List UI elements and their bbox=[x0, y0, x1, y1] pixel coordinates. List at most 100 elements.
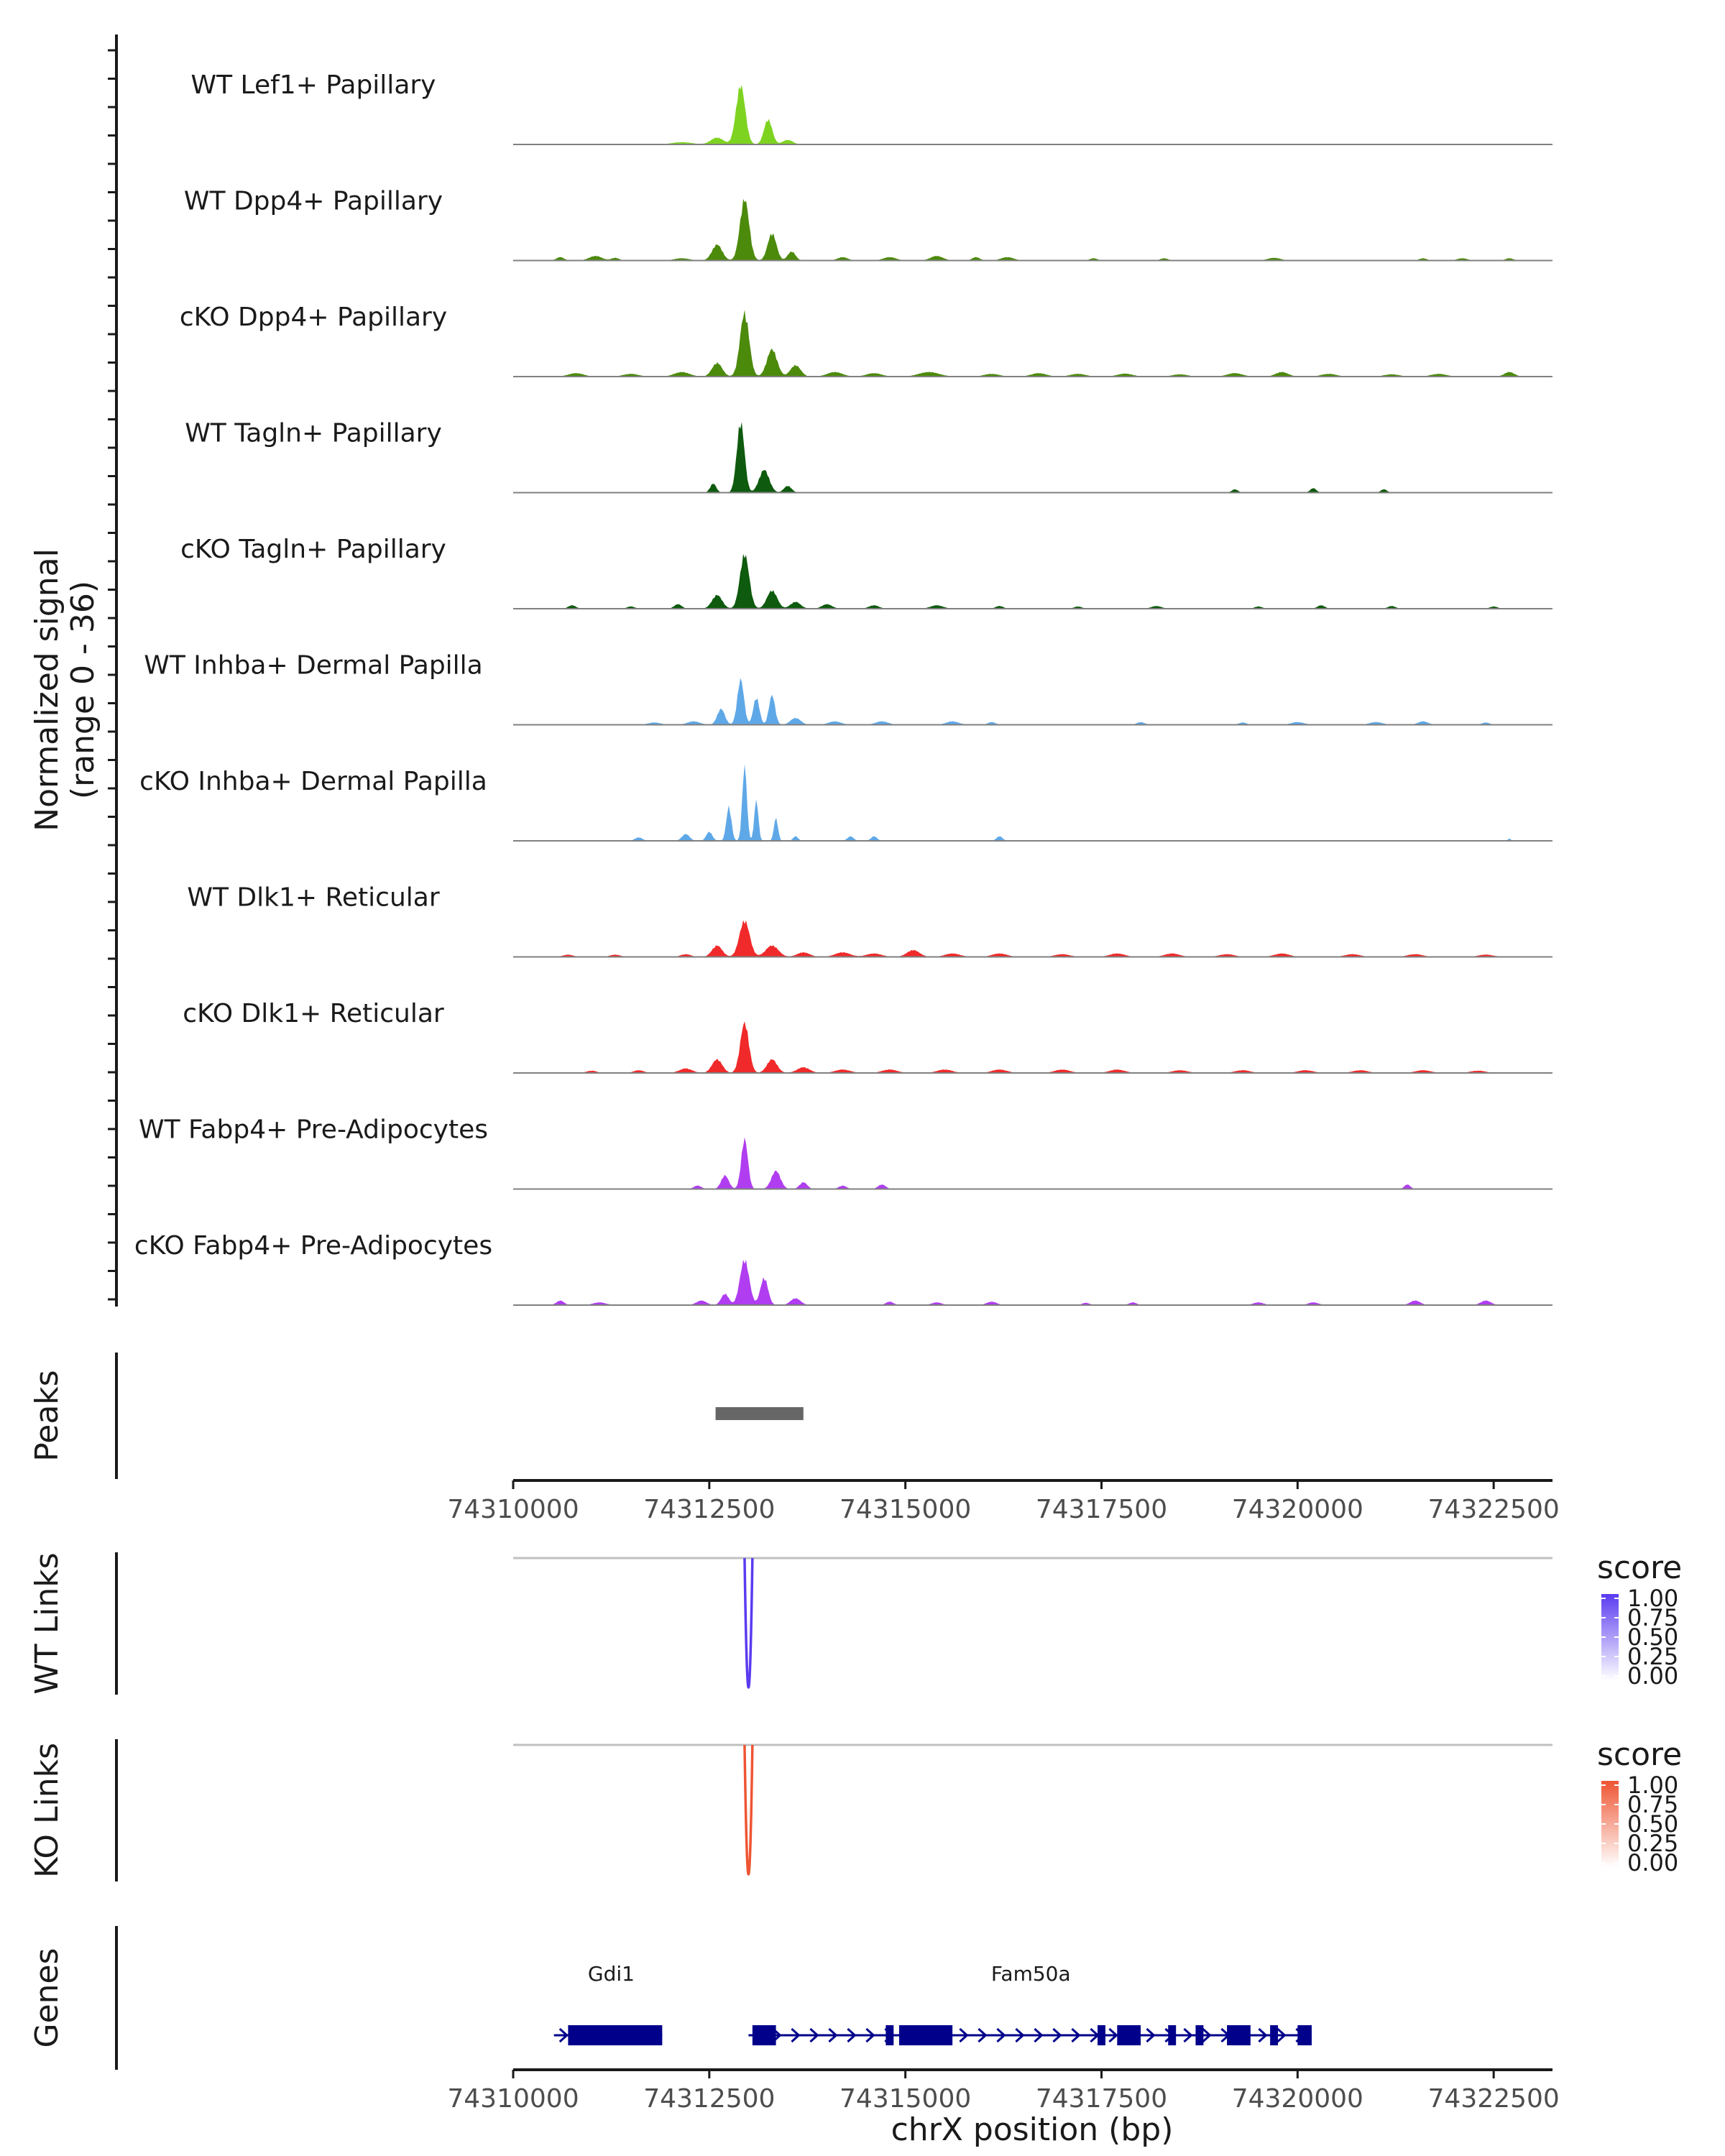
gene-exon bbox=[1270, 2025, 1279, 2045]
x-axis-title: chrX position (bp) bbox=[891, 2111, 1174, 2148]
coverage-area bbox=[513, 920, 1552, 957]
legend-tick-label: 0.00 bbox=[1627, 1662, 1678, 1690]
gene-name-label: Fam50a bbox=[991, 1962, 1071, 1986]
strand-arrow bbox=[865, 2027, 875, 2043]
genes-panel: Genes Gdi1 Fam50a bbox=[29, 1926, 1312, 2070]
gene-exon bbox=[1195, 2025, 1204, 2045]
legend-tick-label: 1.00 bbox=[1627, 1772, 1678, 1799]
coverage-track-label: WT Lef1+ Papillary bbox=[191, 70, 436, 100]
coverage-area bbox=[513, 1259, 1552, 1305]
coverage-y-axis-range: (range 0 - 36) bbox=[65, 581, 101, 799]
gene-name-label: Gdi1 bbox=[588, 1962, 635, 1986]
strand-arrow bbox=[1052, 2027, 1062, 2043]
legend-tick-label: 0.25 bbox=[1627, 1643, 1678, 1670]
coverage-track: WT Tagln+ Papillary bbox=[185, 419, 1552, 494]
x-axis-lower-tick-label: 74320000 bbox=[1232, 2084, 1363, 2114]
gene-exon bbox=[898, 2025, 953, 2045]
coverage-track-label: cKO Fabp4+ Pre-Adipocytes bbox=[134, 1231, 492, 1261]
links-track-label: KO Links bbox=[29, 1743, 65, 1878]
strand-arrow bbox=[1034, 2027, 1044, 2043]
gene-exon bbox=[568, 2025, 663, 2045]
coverage-y-ticks bbox=[108, 49, 116, 1301]
x-axis-lower-tick-label: 74315000 bbox=[840, 2084, 971, 2114]
coverage-track: WT Inhba+ Dermal Papilla bbox=[144, 651, 1552, 726]
coverage-track-label: WT Dlk1+ Reticular bbox=[187, 883, 439, 913]
strand-arrow bbox=[1258, 2027, 1268, 2043]
link-arc bbox=[743, 1557, 754, 1689]
genes-track-label: Genes bbox=[29, 1948, 65, 2047]
legend-title: score bbox=[1597, 1736, 1682, 1773]
strand-arrow bbox=[1146, 2027, 1156, 2043]
x-axis-lower-tick-label: 74322500 bbox=[1428, 2084, 1560, 2114]
coverage-area bbox=[513, 678, 1552, 725]
x-axis-lower: 74310000 74312500 74315000 74317500 74320000… bbox=[447, 2068, 1560, 2114]
coverage-track: cKO Tagln+ Papillary bbox=[180, 535, 1552, 609]
x-axis-upper-tick-label: 74310000 bbox=[447, 1495, 579, 1524]
coverage-area bbox=[513, 85, 1552, 144]
x-axis-upper-tick-label: 74322500 bbox=[1428, 1495, 1560, 1524]
legend-tick-label: 0.50 bbox=[1627, 1810, 1678, 1838]
coverage-area bbox=[513, 198, 1552, 261]
legend-tick-label: 0.00 bbox=[1627, 1849, 1678, 1876]
strand-arrow bbox=[978, 2027, 988, 2043]
x-axis-upper-tick-label: 74317500 bbox=[1036, 1495, 1167, 1524]
coverage-track-label: cKO Inhba+ Dermal Papilla bbox=[139, 767, 487, 796]
x-axis-upper-tick-label: 74312500 bbox=[643, 1495, 775, 1524]
legend-tick-label: 0.50 bbox=[1627, 1623, 1678, 1651]
gene-model: Gdi1 bbox=[553, 1962, 663, 2045]
legend-tick-label: 0.75 bbox=[1627, 1791, 1678, 1818]
coverage-track: WT Dlk1+ Reticular bbox=[187, 883, 1552, 958]
strand-arrow bbox=[1183, 2027, 1193, 2043]
legend-tick-label: 1.00 bbox=[1627, 1585, 1678, 1612]
x-axis-lower-tick-label: 74312500 bbox=[643, 2084, 775, 2114]
peaks-panel: Peaks bbox=[29, 1353, 804, 1479]
strand-arrow bbox=[1071, 2027, 1081, 2043]
coverage-tracks: WT Lef1+ Papillary WT Dpp4+ Papillary cKO … bbox=[134, 70, 1552, 1306]
strand-arrow bbox=[1015, 2027, 1025, 2043]
x-axis-upper: 74310000 74312500 74315000 74317500 74320000… bbox=[447, 1479, 1560, 1524]
coverage-area bbox=[513, 553, 1552, 609]
x-axis-upper-tick-label: 74315000 bbox=[840, 1495, 971, 1524]
x-axis-lower-tick-label: 74310000 bbox=[447, 2084, 579, 2114]
coverage-area bbox=[513, 422, 1552, 493]
strand-arrow bbox=[558, 2027, 569, 2043]
coverage-y-axis-title: Normalized signal bbox=[29, 548, 65, 831]
peak-bar bbox=[715, 1407, 804, 1420]
x-axis-lower-tick-label: 74317500 bbox=[1036, 2084, 1167, 2114]
coverage-track-label: cKO Dpp4+ Papillary bbox=[180, 303, 447, 332]
coverage-track: WT Dpp4+ Papillary bbox=[184, 187, 1552, 262]
coverage-track: WT Lef1+ Papillary bbox=[191, 70, 1552, 145]
legend-tick-label: 0.25 bbox=[1627, 1830, 1678, 1857]
gene-exon bbox=[1168, 2025, 1177, 2045]
peaks-bars bbox=[715, 1407, 804, 1420]
coverage-area bbox=[513, 1021, 1552, 1073]
gene-exon bbox=[1297, 2025, 1312, 2045]
strand-arrow bbox=[1276, 2027, 1287, 2043]
coverage-track: cKO Dlk1+ Reticular bbox=[183, 999, 1552, 1074]
coverage-track-label: WT Fabp4+ Pre-Adipocytes bbox=[139, 1115, 488, 1145]
coverage-track: cKO Inhba+ Dermal Papilla bbox=[139, 764, 1552, 842]
gene-exon bbox=[1098, 2025, 1105, 2045]
gene-model: Fam50a bbox=[748, 1962, 1312, 2045]
links-track-label: WT Links bbox=[29, 1552, 65, 1694]
coverage-track-label: WT Inhba+ Dermal Papilla bbox=[144, 651, 482, 681]
coverage-track: WT Fabp4+ Pre-Adipocytes bbox=[139, 1115, 1552, 1190]
gene-exon bbox=[1117, 2025, 1141, 2045]
strand-arrow bbox=[959, 2027, 969, 2043]
coverage-track-label: cKO Dlk1+ Reticular bbox=[183, 999, 444, 1028]
strand-arrow bbox=[847, 2027, 857, 2043]
coverage-track-label: WT Tagln+ Papillary bbox=[185, 419, 442, 448]
gene-exon bbox=[1227, 2025, 1251, 2045]
coverage-area bbox=[513, 1137, 1552, 1189]
legend-title: score bbox=[1597, 1549, 1682, 1586]
strand-arrow bbox=[1202, 2027, 1212, 2043]
link-arc bbox=[743, 1744, 754, 1876]
coverage-panel: Normalized signal (range 0 - 36) WT Lef1… bbox=[29, 34, 1552, 1307]
gene-exon bbox=[886, 2025, 894, 2045]
strand-arrow bbox=[791, 2027, 801, 2043]
